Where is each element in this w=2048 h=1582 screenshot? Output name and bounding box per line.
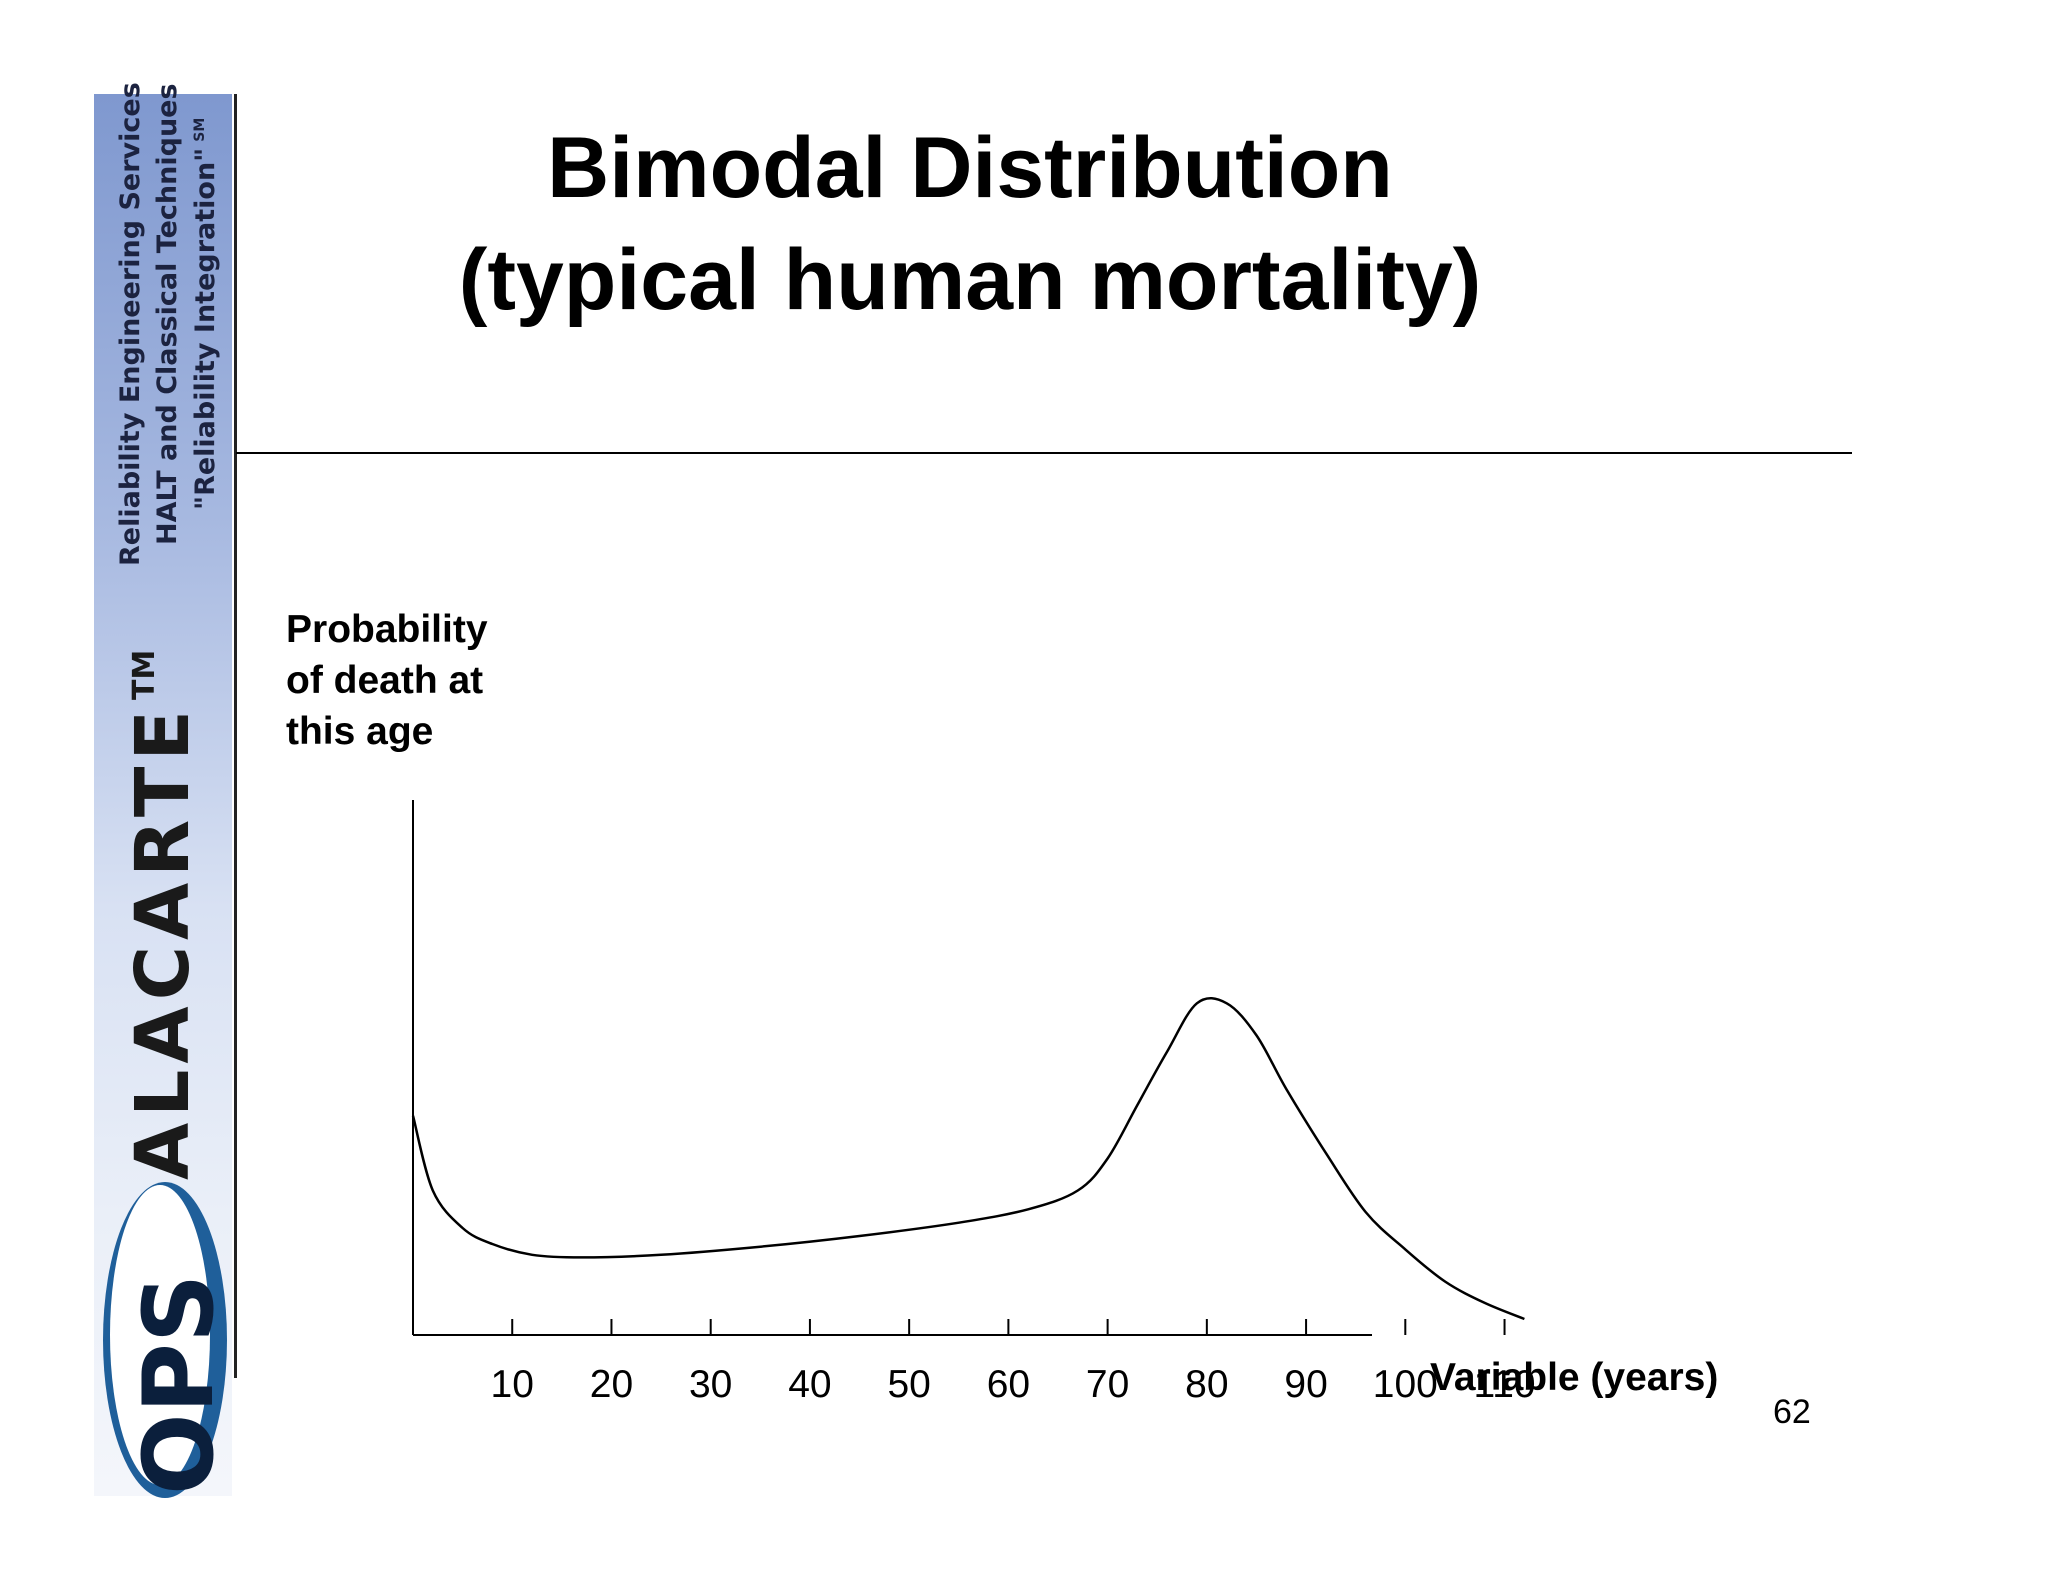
x-tick-label-90: 90	[1284, 1363, 1327, 1406]
x-tick-label-100: 100	[1373, 1363, 1438, 1406]
sidebar-divider	[234, 94, 237, 1378]
x-tick-label-30: 30	[689, 1363, 732, 1406]
slide-title: Bimodal Distribution (typical human mort…	[340, 112, 1600, 336]
logo-swoosh-inner	[110, 1185, 210, 1485]
x-tick-label-10: 10	[491, 1363, 534, 1406]
x-tick-label-50: 50	[887, 1363, 930, 1406]
y-axis-label: Probability of death at this age	[286, 604, 488, 757]
y-axis-label-line-2: of death at	[286, 659, 484, 702]
x-axis-label: Variable (years)	[1430, 1356, 1719, 1399]
title-line-1: Bimodal Distribution	[547, 120, 1393, 216]
x-axis-tick-labels: 10 20 30 40 50 60 70 80 90 100 110	[491, 1363, 1536, 1406]
page-number: 62	[1773, 1393, 1811, 1431]
x-tick-label-110: 110	[1473, 1363, 1535, 1406]
x-tick-label-40: 40	[788, 1363, 831, 1406]
logo-text: OPS	[123, 1274, 235, 1495]
x-tick-label-60: 60	[987, 1363, 1030, 1406]
x-tick-label-80: 80	[1185, 1363, 1228, 1406]
header-divider	[236, 452, 1852, 454]
mortality-curve	[411, 997, 1525, 1321]
ops-logo: OPS	[103, 1182, 235, 1498]
title-line-2: (typical human mortality)	[458, 232, 1482, 328]
y-axis-label-line-3: this age	[286, 710, 434, 753]
x-tick-label-20: 20	[590, 1363, 633, 1406]
x-tick-label-70: 70	[1086, 1363, 1129, 1406]
y-axis-label-line-1: Probability	[286, 608, 488, 651]
x-axis-ticks	[511, 1319, 1506, 1335]
